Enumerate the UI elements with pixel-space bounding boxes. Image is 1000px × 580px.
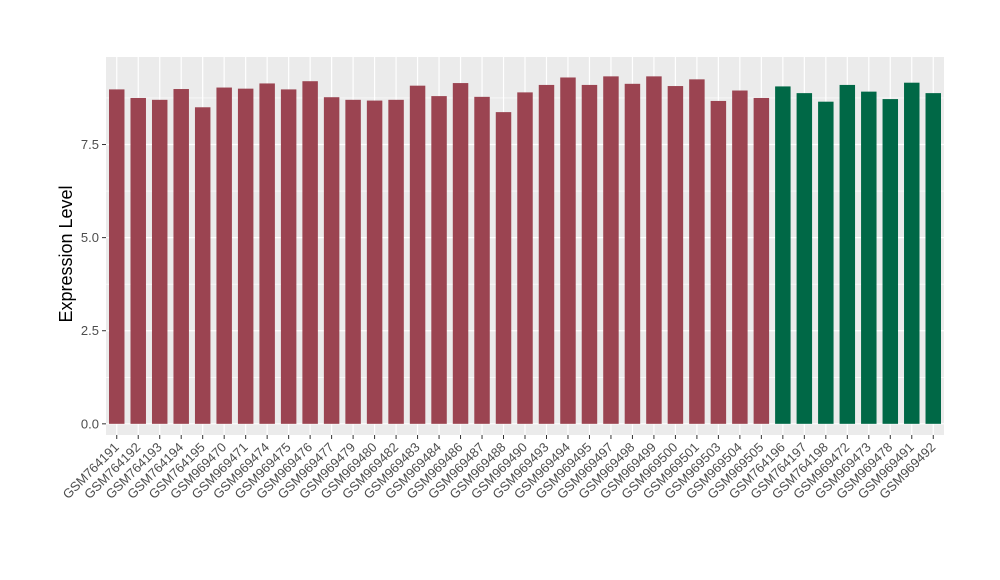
bar-GSM969473 (861, 91, 877, 424)
x-axis: GSM764191GSM764192GSM764193GSM764194GSM7… (60, 435, 938, 502)
bar-GSM969472 (839, 84, 856, 424)
bar-GSM764197 (796, 93, 813, 424)
bar-GSM969476 (302, 81, 318, 424)
bar-GSM969493 (538, 84, 555, 424)
bar-GSM969503 (710, 100, 727, 424)
bar-GSM764193 (151, 99, 168, 424)
bar-GSM764192 (130, 97, 146, 424)
bar-GSM969491 (904, 82, 920, 424)
bar-GSM764194 (173, 89, 189, 424)
bar-GSM969486 (452, 83, 469, 424)
bar-GSM969501 (689, 79, 705, 424)
bar-GSM969494 (560, 77, 576, 424)
bar-GSM969490 (517, 92, 533, 424)
bar-GSM969497 (603, 76, 619, 424)
bar-GSM764191 (109, 89, 125, 424)
y-axis-title: Expression Level (56, 185, 76, 322)
bar-GSM969474 (259, 83, 275, 424)
bar-GSM969498 (624, 83, 641, 424)
bar-GSM969499 (646, 76, 662, 424)
bar-GSM969478 (882, 99, 899, 424)
bar-GSM969471 (237, 88, 254, 424)
bar-GSM969477 (323, 97, 340, 424)
bar-GSM969488 (495, 112, 512, 424)
bar-GSM969500 (667, 86, 684, 424)
bar-GSM969495 (581, 84, 598, 424)
bar-GSM764195 (194, 107, 211, 424)
bar-GSM764198 (818, 101, 834, 424)
y-tick-label: 5.0 (81, 230, 99, 245)
bar-GSM764196 (775, 86, 791, 424)
bar-GSM969483 (409, 85, 426, 424)
y-axis: 0.0 2.5 5.0 7.5 (81, 137, 106, 431)
bar-GSM969492 (925, 93, 941, 424)
bar-GSM969504 (732, 90, 748, 424)
y-tick-label: 7.5 (81, 137, 99, 152)
bar-GSM969470 (216, 87, 232, 424)
bars (109, 76, 941, 424)
y-tick-label: 0.0 (81, 416, 99, 431)
bar-GSM969484 (431, 96, 447, 424)
bar-GSM969475 (280, 89, 297, 424)
bar-GSM969479 (345, 99, 361, 424)
bar-GSM969482 (388, 99, 404, 424)
bar-GSM969487 (474, 96, 490, 424)
bar-GSM969505 (753, 97, 770, 424)
bar-GSM969480 (366, 100, 383, 424)
y-tick-label: 2.5 (81, 323, 99, 338)
